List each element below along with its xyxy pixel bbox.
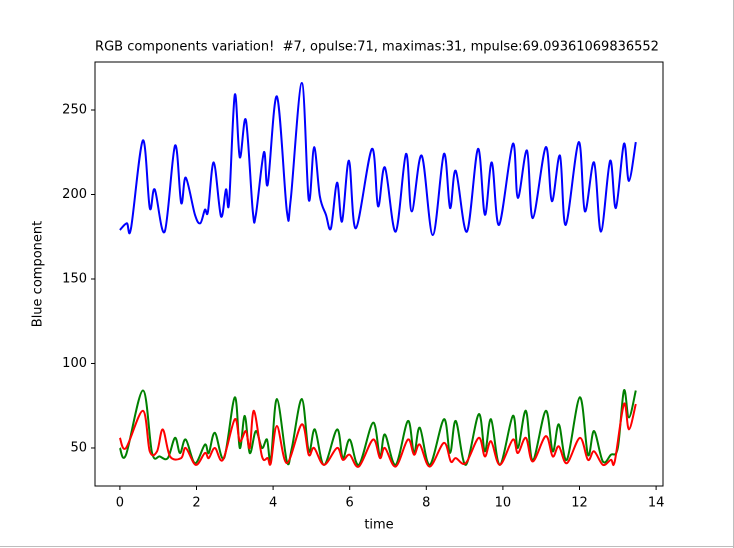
y-tick-label: 50 (70, 440, 87, 455)
data-line (118, 389, 637, 466)
x-tick-label: 4 (269, 496, 277, 511)
x-tick-label: 10 (495, 496, 512, 511)
axes-frame (94, 61, 664, 487)
x-tick-label: 8 (422, 496, 430, 511)
y-tick-label: 100 (62, 356, 87, 371)
x-axis-label: time (364, 518, 393, 533)
plot-area: 0 2 4 6 8 10 12 14 50 100 150 200 250 (62, 61, 665, 511)
y-axis-label: Blue component (31, 221, 46, 327)
chart-title: RGB components variation! #7, opulse:71,… (95, 40, 659, 55)
x-tick-label: 0 (116, 496, 124, 511)
data-line (119, 81, 637, 237)
y-tick-label: 200 (62, 187, 87, 202)
x-tick-label: 12 (571, 496, 588, 511)
x-tick-label: 6 (346, 496, 354, 511)
y-tick-label: 150 (62, 271, 87, 286)
x-tick-label: 2 (192, 496, 200, 511)
data-line (118, 402, 637, 468)
x-tick-label: 14 (648, 496, 665, 511)
y-tick-label: 250 (62, 102, 87, 117)
